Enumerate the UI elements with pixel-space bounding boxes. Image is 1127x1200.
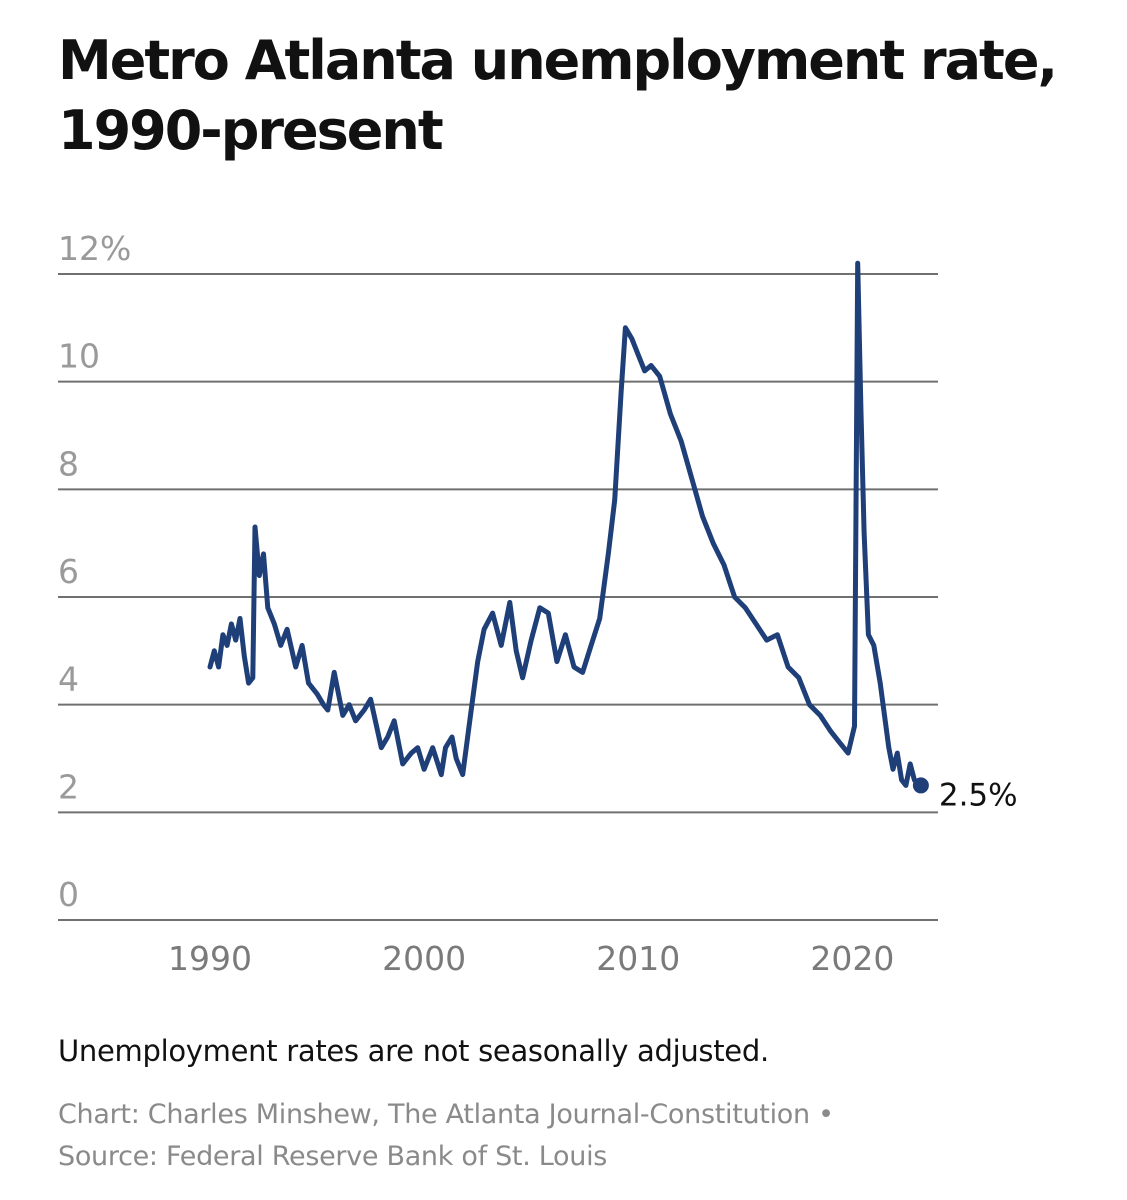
credit-source: Source: Federal Reserve Bank of St. Loui…	[58, 1141, 608, 1172]
chart-title: Metro Atlanta unemployment rate, 1990-pr…	[58, 29, 1058, 162]
y-axis-ticks: 0 2 4 6 8 10 12%	[58, 229, 131, 914]
credit-author: Chart: Charles Minshew, The Atlanta Jour…	[58, 1099, 834, 1130]
y-tick-label: 10	[58, 337, 100, 376]
chart-note: Unemployment rates are not seasonally ad…	[58, 1034, 769, 1068]
y-tick-label: 0	[58, 875, 79, 914]
latest-value-label: 2.5%	[939, 777, 1018, 813]
y-tick-label: 2	[58, 767, 79, 806]
y-tick-label: 4	[58, 660, 79, 699]
unemployment-rate-line	[207, 260, 924, 788]
x-tick-label: 2020	[810, 939, 894, 978]
y-tick-label: 12%	[58, 229, 131, 268]
y-tick-label: 8	[58, 444, 79, 483]
chart-credit: Chart: Charles Minshew, The Atlanta Jour…	[58, 1094, 1098, 1178]
x-tick-label: 2010	[596, 939, 680, 978]
chart-gridlines	[58, 273, 938, 921]
x-axis-ticks: 1990 2000 2010 2020	[168, 939, 894, 978]
x-tick-label: 2000	[382, 939, 466, 978]
line-chart: 0 2 4 6 8 10 12% 1990 2000 2010 2020 2.5%	[58, 229, 1018, 978]
x-tick-label: 1990	[168, 939, 252, 978]
y-tick-label: 6	[58, 552, 79, 591]
latest-value-point	[912, 777, 929, 794]
